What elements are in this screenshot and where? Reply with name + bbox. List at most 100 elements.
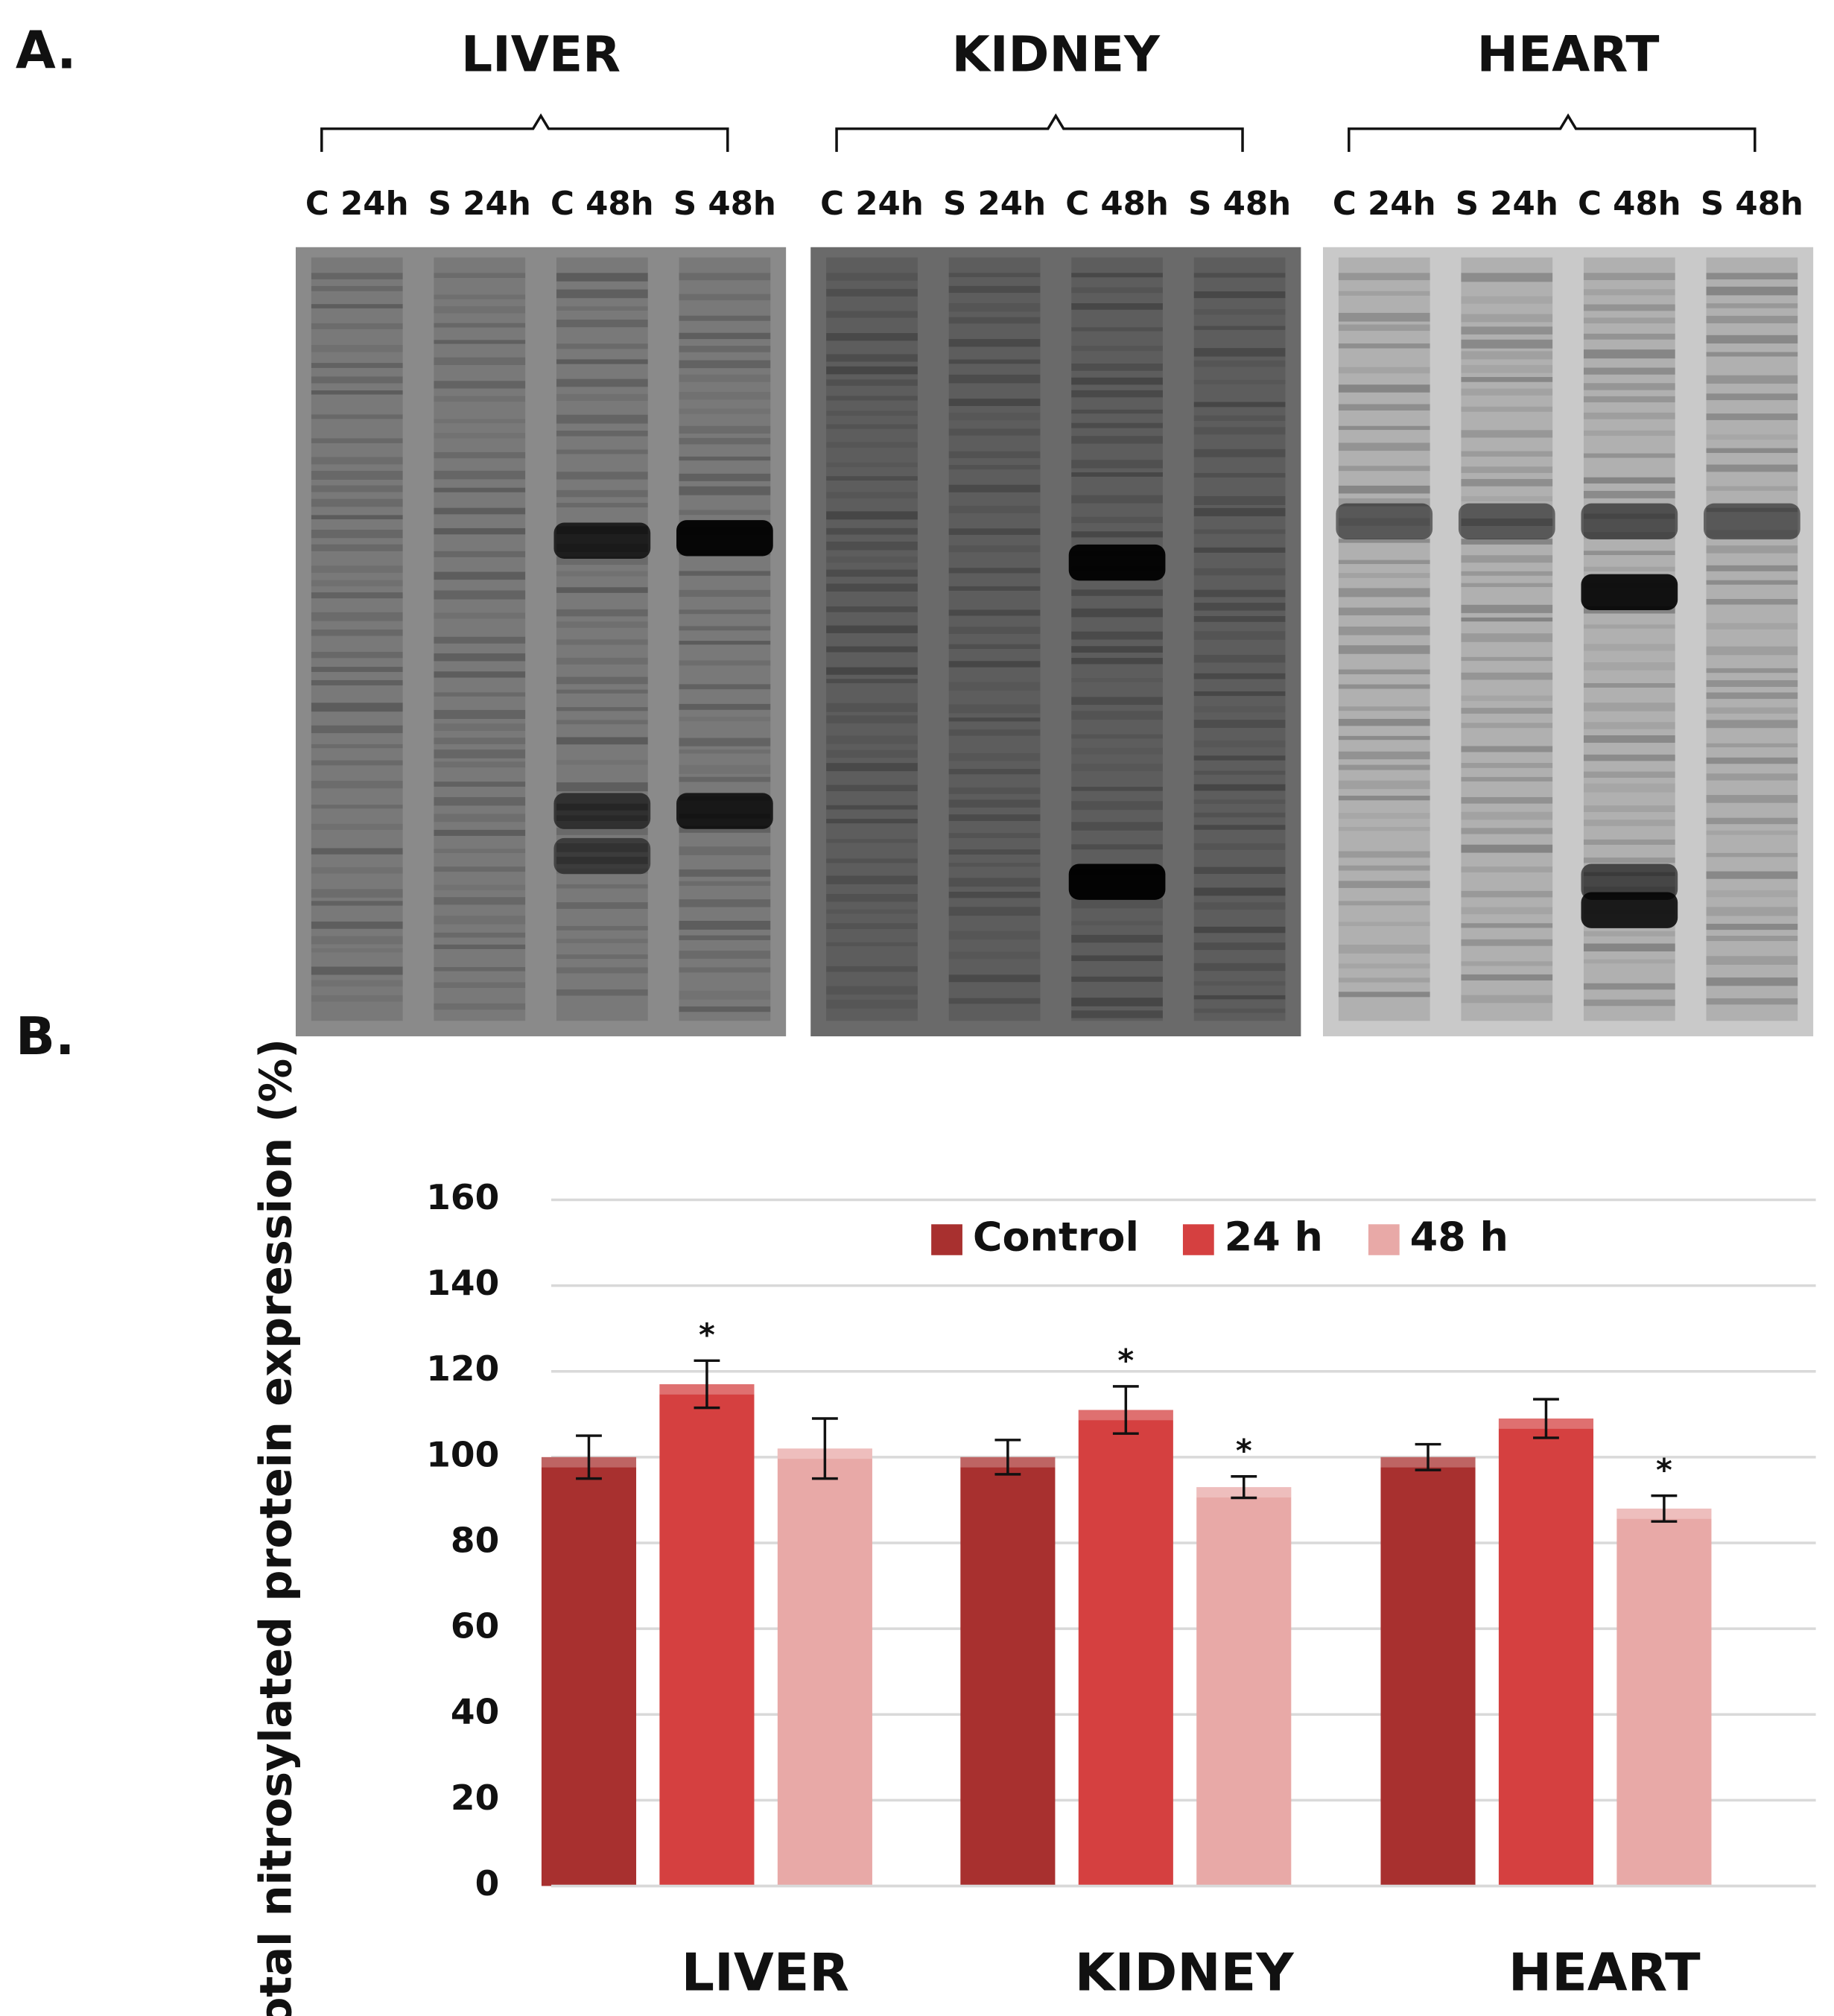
gel-band [1071, 495, 1163, 504]
gel-band [679, 391, 771, 400]
gel-band [1193, 706, 1286, 713]
gel-band [948, 545, 1041, 553]
gel-band [434, 273, 526, 279]
gel-band [826, 606, 918, 612]
gel-band [1461, 430, 1553, 438]
gel-band [1193, 603, 1286, 611]
gel-band [948, 704, 1041, 714]
gel-band [434, 723, 526, 731]
gel-band [1583, 317, 1675, 324]
gel-band [1338, 343, 1430, 349]
gel-band [948, 644, 1041, 649]
significance-marker: * [699, 1316, 715, 1353]
gel-band [679, 456, 771, 461]
gel-band [311, 515, 403, 520]
gel-band [1193, 887, 1286, 896]
gel-band [1071, 955, 1163, 961]
gel-band [679, 881, 771, 886]
gel-band [434, 749, 526, 758]
x-tick-label: HEART [1508, 1944, 1701, 2003]
gel-band [1583, 931, 1675, 936]
gel-band [826, 311, 918, 318]
gel-band [948, 273, 1041, 277]
gel-band [948, 974, 1041, 983]
gel-band [1071, 390, 1163, 398]
gel-band [1193, 402, 1286, 408]
gel-band [1193, 631, 1286, 640]
gel-band [826, 541, 918, 551]
gel-lane [434, 257, 526, 1021]
gel-band [1704, 503, 1800, 540]
gel-band [434, 884, 526, 890]
gel-band [311, 304, 403, 308]
gel-lane [948, 257, 1041, 1021]
gel-band [1706, 852, 1798, 858]
gel-band [1193, 568, 1286, 576]
gel-band [311, 995, 403, 1002]
gel-band [826, 411, 918, 416]
gel-band [1071, 472, 1163, 477]
gel-band [1193, 308, 1286, 315]
gel-band [1461, 890, 1553, 898]
gel-band [948, 661, 1041, 668]
gel-band [1706, 448, 1798, 453]
gel-band [1706, 303, 1798, 308]
gel-band [311, 921, 403, 929]
gel-band [311, 363, 403, 368]
gel-band [1706, 598, 1798, 605]
gel-band [1071, 976, 1163, 982]
y-axis-label: Total nitrosylated protein expression (%… [250, 1039, 301, 2016]
gel-band [1706, 393, 1798, 401]
gel-band [1071, 734, 1163, 739]
gel-band [1706, 646, 1798, 656]
significance-marker: * [1656, 1452, 1672, 1489]
gel-band [1461, 811, 1553, 820]
gel-band [556, 378, 648, 387]
gel-band [1461, 377, 1553, 382]
gel-band [1193, 720, 1286, 729]
lane-label: S 48h [673, 186, 776, 223]
gel-band [948, 302, 1041, 312]
gel-band [1338, 684, 1430, 689]
gel-band [1338, 324, 1430, 332]
gel-band [1706, 977, 1798, 986]
gel-band [826, 909, 918, 914]
gel-band [556, 782, 648, 792]
gel-band [1461, 708, 1553, 714]
gel-band [556, 414, 648, 424]
gel-band [1338, 780, 1430, 790]
gel-band [1071, 409, 1163, 414]
gel-band [1461, 796, 1553, 804]
gel-band [948, 359, 1041, 364]
gel-band [434, 451, 526, 459]
gel-band [556, 925, 648, 931]
gel-band [311, 980, 403, 987]
gel-band [311, 679, 403, 685]
gel-band [1706, 830, 1798, 835]
legend-swatch [1368, 1224, 1400, 1255]
gel-band [1338, 813, 1430, 819]
gel-band [434, 916, 526, 925]
gel-title: KIDNEY [952, 26, 1161, 83]
gel-band [1706, 580, 1798, 585]
gel-band [948, 317, 1041, 324]
gel-lane [1338, 257, 1430, 1021]
gel-band [434, 967, 526, 971]
bracket [1348, 113, 1757, 152]
gel-band [1071, 711, 1163, 720]
gel-band [1461, 672, 1553, 680]
gel-band [1706, 907, 1798, 916]
error-bar [1415, 1442, 1441, 1471]
bracket [835, 113, 1244, 152]
gel-band [1193, 981, 1286, 986]
gel-band [434, 527, 526, 535]
error-bar [994, 1439, 1021, 1476]
gel-band [679, 703, 771, 710]
gel-band [1706, 956, 1798, 966]
gel-band [948, 586, 1041, 591]
gel-band [311, 948, 403, 953]
lane-label: S 24h [1456, 186, 1558, 223]
gel-band [1068, 863, 1166, 900]
gel-band [1071, 787, 1163, 791]
gel-band [556, 902, 648, 909]
